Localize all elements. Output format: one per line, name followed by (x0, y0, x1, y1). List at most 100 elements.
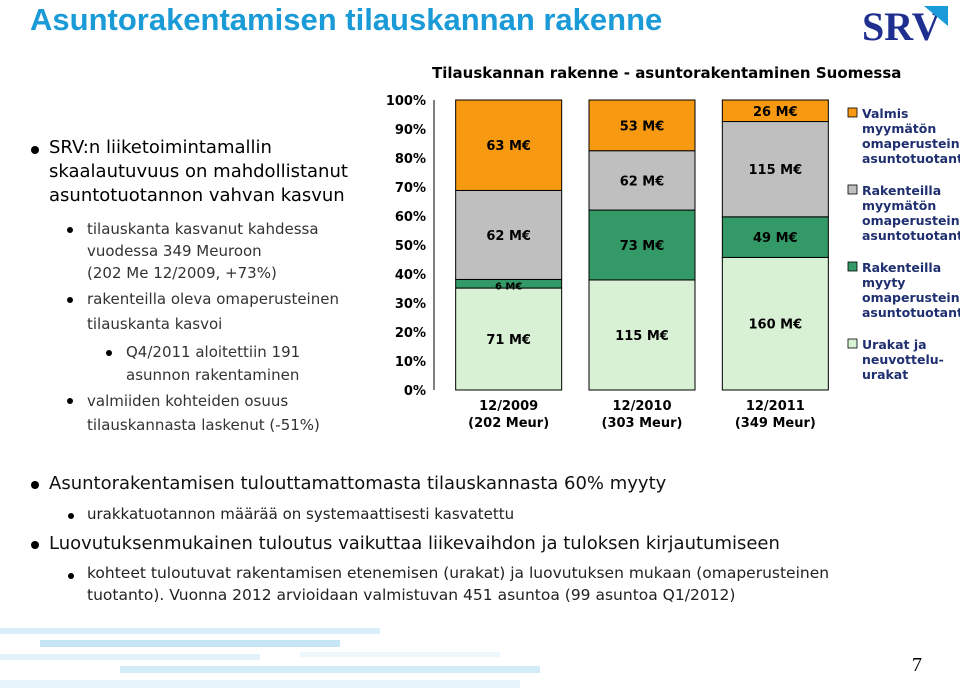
y-tick-label: 60% (395, 210, 426, 225)
legend-swatch (847, 338, 858, 349)
legend-swatch (847, 107, 858, 118)
legend-label-line: Rakenteilla (862, 260, 941, 275)
legend-label: Rakenteillamyytyomaperusteinenasuntotuot… (862, 260, 960, 320)
legend-label-line: asuntotuotanto (862, 305, 960, 320)
bar-data-label: 160 M€ (749, 318, 803, 333)
footer-stripe (40, 640, 340, 647)
bar-segment (721, 256, 829, 391)
footer-stripe (300, 652, 500, 657)
legend-label-line: Valmis (862, 106, 908, 121)
bottom-bullet-2: Luovutuksenmukainen tuloutus vaikuttaa l… (49, 533, 780, 554)
legend-label-line: myymätön (862, 121, 936, 136)
legend-label: Urakat ja neuvottelu-urakat (862, 337, 944, 382)
logo-triangle-mark (924, 6, 948, 26)
legend-label: Valmismyymätönomaperusteinenasuntotuotan… (862, 106, 960, 166)
bullet-main-line-1: SRV:n liiketoimintamallin (49, 137, 272, 158)
footer-stripe (0, 680, 520, 688)
x-tick-label: 12/2010 (612, 399, 671, 414)
legend-label-line: asuntotuotanto (862, 151, 960, 166)
legend-label-line: asuntotuotanto (862, 228, 960, 243)
bar-data-label: 73 M€ (620, 239, 665, 254)
bullet-sub2-line-2: tilauskanta kasvoi (87, 315, 223, 333)
bar-segment (455, 99, 563, 191)
bar-data-label: 6 M€ (495, 281, 522, 292)
x-axis: 12/2009 (202 Meur) 12/2010 (303 Meur) 12/201… (468, 399, 816, 431)
bottom-bullet-1a: urakkatuotannon määrää on systemaattises… (87, 505, 515, 523)
legend-label-line: myymätön (862, 198, 936, 213)
chart-title: Tilauskannan rakenne - asuntorakentamine… (432, 64, 901, 82)
bullet-sub1-line-3: (202 Me 12/2009, +73%) (87, 264, 277, 282)
bullet-dot (67, 297, 73, 303)
y-tick-label: 100% (386, 94, 426, 109)
bullet-dot (31, 146, 39, 154)
footer-stripe (0, 654, 260, 660)
srv-logo: SRV (862, 4, 948, 48)
y-tick-label: 50% (395, 239, 426, 254)
bar-segment (721, 121, 829, 218)
bullet-dot (106, 350, 112, 356)
page-number: 7 (912, 654, 922, 676)
bullet-main-line-3: asuntotuotannon vahvan kasvun (49, 185, 345, 206)
bar-data-label: 71 M€ (486, 333, 531, 348)
bar-segment (588, 99, 696, 152)
bar-data-label: 26 M€ (753, 105, 798, 120)
bar-segment (588, 279, 696, 391)
legend-label-line: myyty (862, 275, 905, 290)
y-tick-label: 0% (404, 384, 426, 399)
bullet-sub2-line-1: rakenteilla oleva omaperusteinen (87, 290, 339, 308)
bullet-dot (68, 513, 74, 519)
bullet-main-line-2: skaalautuvuus on mahdollistanut (49, 161, 348, 182)
bottom-bullet-2a-line-1: kohteet tuloutuvat rakentamisen etenemis… (87, 564, 830, 582)
legend-label-line: Rakenteilla (862, 183, 941, 198)
bullet-sub3-line-1: valmiiden kohteiden osuus (87, 392, 289, 410)
bullet-dot (31, 481, 39, 489)
bar-data-label: 63 M€ (486, 139, 531, 154)
y-tick-label: 80% (395, 152, 426, 167)
x-tick-label: 12/2009 (479, 399, 538, 414)
bottom-bullet-1: Asuntorakentamisen tulouttamattomasta ti… (49, 473, 667, 494)
legend-label-line: neuvottelu- (862, 352, 944, 367)
legend-label-line: omaperusteinen (862, 136, 960, 151)
bar-segment (455, 287, 563, 391)
x-tick-label: 12/2011 (746, 399, 805, 414)
bullet-sub2a-line-2: asunnon rakentaminen (126, 366, 300, 384)
legend-label-line: omaperusteinen (862, 290, 960, 305)
bar-data-label: 53 M€ (620, 119, 665, 134)
bullet-sub3-line-2: tilauskannasta laskenut (-51%) (87, 416, 320, 434)
bullet-sub1-line-1: tilauskanta kasvanut kahdessa (87, 220, 319, 238)
y-tick-label: 40% (395, 268, 426, 283)
bullet-dot (67, 227, 73, 233)
legend-swatch (847, 184, 858, 195)
bar-segment (588, 150, 696, 211)
legend-label-line: urakat (862, 367, 908, 382)
legend-label-line: Urakat ja (862, 337, 927, 352)
footer-stripe (120, 666, 540, 673)
bar-data-label: 49 M€ (753, 231, 798, 246)
y-tick-label: 30% (395, 297, 426, 312)
footer-decoration (0, 628, 540, 688)
srv-logo-text: SRV (862, 4, 941, 48)
bar-segment (455, 189, 563, 280)
bullet-dot (31, 541, 39, 549)
slide-title: Asuntorakentamisen tilauskannan rakenne (30, 2, 663, 37)
bullet-dot (67, 398, 73, 404)
bar-data-label: 62 M€ (620, 174, 665, 189)
bar-data-label: 115 M€ (749, 163, 803, 178)
legend: Valmismyymätönomaperusteinenasuntotuotan… (847, 106, 960, 382)
bar-data-label: 62 M€ (486, 229, 531, 244)
x-tick-sublabel: (202 Meur) (468, 416, 549, 431)
legend-label-line: omaperusteinen (862, 213, 960, 228)
order-backlog-chart: Tilauskannan rakenne - asuntorakentamine… (386, 64, 960, 431)
bullet-dot (68, 573, 74, 579)
x-tick-sublabel: (303 Meur) (602, 416, 683, 431)
bottom-bullet-2a-line-2: tuotanto). Vuonna 2012 arvioidaan valmis… (87, 586, 736, 604)
bar-segment (721, 99, 829, 123)
x-tick-sublabel: (349 Meur) (735, 416, 816, 431)
bars: 71 M€ 6 M€ 62 M€ 63 M€ 115 M€ 73 M€ 62 M€ 53 M€… (455, 99, 829, 391)
y-tick-label: 70% (395, 181, 426, 196)
legend-swatch (847, 261, 858, 272)
bar-data-label: 115 M€ (615, 329, 669, 344)
y-tick-label: 20% (395, 326, 426, 341)
legend-label: Rakenteillamyymätönomaperusteinenasuntot… (862, 183, 960, 243)
bullet-sub2a-line-1: Q4/2011 aloitettiin 191 (126, 343, 301, 361)
